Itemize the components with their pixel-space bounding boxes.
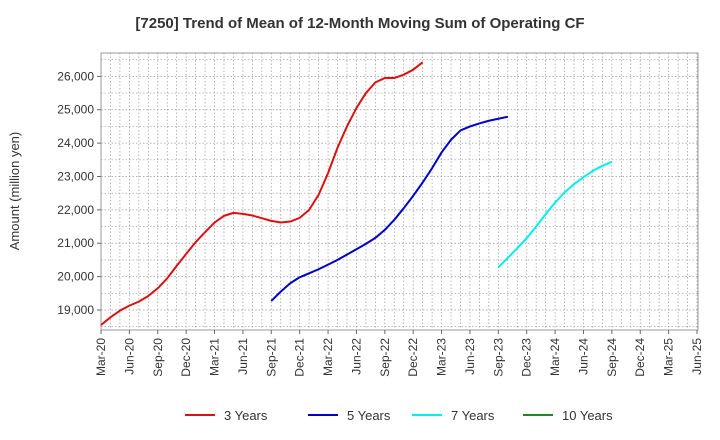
x-tick-label: Mar-23 bbox=[435, 338, 449, 376]
legend-label: 7 Years bbox=[451, 408, 495, 423]
horizontal-gridlines bbox=[101, 59, 698, 328]
x-tick-label: Jun-20 bbox=[122, 338, 136, 375]
x-tick-label: Jun-25 bbox=[690, 338, 704, 375]
y-axis-label: Amount (million yen) bbox=[7, 132, 22, 251]
x-tick-label: Mar-24 bbox=[548, 338, 562, 376]
plot-area bbox=[100, 52, 699, 331]
x-tick-label: Mar-25 bbox=[662, 338, 676, 376]
x-tick-label: Dec-23 bbox=[520, 338, 534, 377]
x-tick-label: Jun-22 bbox=[349, 338, 363, 375]
x-tick-label: Sep-22 bbox=[378, 338, 392, 377]
y-axis-ticks: 19,000 20,000 21,000 22,000 23,000 24,000 25,0… bbox=[57, 69, 101, 317]
x-axis-ticks: Mar-20 Jun-20 Sep-20 Dec-20 Mar-21 Jun-21 Sep-… bbox=[94, 330, 704, 377]
series-line-5-years bbox=[270, 115, 508, 302]
legend-label: 5 Years bbox=[347, 408, 391, 423]
x-tick-label: Dec-22 bbox=[406, 338, 420, 377]
series-line-7-years bbox=[497, 160, 613, 268]
series-lines bbox=[100, 61, 613, 326]
legend: 3 Years 5 Years 7 Years 10 Years bbox=[185, 408, 613, 423]
chart-title: [7250] Trend of Mean of 12-Month Moving … bbox=[135, 15, 584, 32]
y-tick-label: 20,000 bbox=[57, 270, 94, 284]
x-tick-label: Jun-24 bbox=[576, 338, 590, 375]
y-tick-label: 19,000 bbox=[57, 303, 94, 317]
x-tick-label: Sep-20 bbox=[151, 338, 165, 377]
x-tick-label: Dec-21 bbox=[293, 338, 307, 377]
legend-label: 3 Years bbox=[224, 408, 268, 423]
y-tick-label: 22,000 bbox=[57, 203, 94, 217]
x-tick-label: Jun-21 bbox=[236, 338, 250, 375]
y-tick-label: 23,000 bbox=[57, 169, 94, 183]
x-tick-label: Dec-24 bbox=[633, 338, 647, 377]
vertical-gridlines bbox=[110, 53, 698, 330]
y-tick-label: 26,000 bbox=[57, 69, 94, 83]
x-tick-label: Mar-20 bbox=[94, 338, 108, 376]
x-tick-label: Jun-23 bbox=[463, 338, 477, 375]
x-tick-label: Sep-24 bbox=[605, 338, 619, 377]
x-tick-label: Mar-21 bbox=[208, 338, 222, 376]
x-tick-label: Sep-21 bbox=[264, 338, 278, 377]
legend-label: 10 Years bbox=[562, 408, 613, 423]
y-tick-label: 21,000 bbox=[57, 236, 94, 250]
x-tick-label: Dec-20 bbox=[179, 338, 193, 377]
y-tick-label: 24,000 bbox=[57, 136, 94, 150]
x-tick-label: Mar-22 bbox=[321, 338, 335, 376]
series-line-3-years bbox=[100, 61, 424, 326]
x-tick-label: Sep-23 bbox=[491, 338, 505, 377]
y-tick-label: 25,000 bbox=[57, 103, 94, 117]
